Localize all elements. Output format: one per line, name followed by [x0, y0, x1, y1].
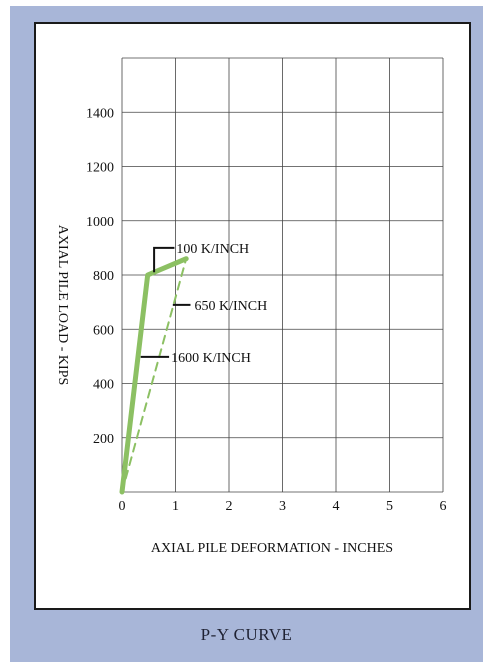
- x-axis-label: AXIAL PILE DEFORMATION - INCHES: [151, 541, 393, 556]
- y-tick-label: 200: [93, 432, 114, 447]
- x-tick-label: 5: [386, 499, 393, 514]
- figure-caption: P-Y CURVE: [200, 625, 293, 644]
- grid: [121, 57, 444, 493]
- series-layer: [119, 256, 189, 495]
- y-tick-label: 1200: [86, 161, 114, 176]
- x-tick-label: 6: [440, 499, 447, 514]
- annotation-label: 100 K/INCH: [176, 242, 249, 257]
- py-curve-line: [119, 256, 189, 495]
- y-tick-label: 1000: [86, 215, 114, 230]
- x-tick-label: 2: [226, 499, 233, 514]
- annotation-label: 650 K/INCH: [194, 299, 267, 314]
- x-tick-label: 3: [279, 499, 286, 514]
- secant-stiffness-line: [121, 257, 188, 493]
- x-tick-label: 0: [119, 499, 126, 514]
- x-tick-label: 4: [333, 499, 340, 514]
- x-tick-label: 1: [172, 499, 179, 514]
- y-axis-label: AXIAL PILE LOAD - KIPS: [55, 225, 70, 385]
- annotations: 100 K/INCH 650 K/INCH 1600 K/INCH: [140, 242, 267, 366]
- annotation-label: 1600 K/INCH: [171, 351, 251, 366]
- y-tick-label: 600: [93, 323, 114, 338]
- chart-panel: [34, 22, 471, 610]
- annotation-leader: [153, 246, 175, 273]
- y-tick-label: 1400: [86, 106, 114, 121]
- y-tick-label: 400: [93, 378, 114, 393]
- y-tick-label: 800: [93, 269, 114, 284]
- tick-labels: 0 1 2 3 4 5 6 200 400 600 800 1000 1200 1400: [86, 106, 447, 514]
